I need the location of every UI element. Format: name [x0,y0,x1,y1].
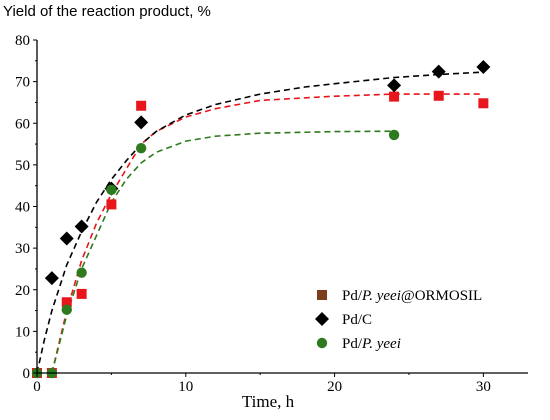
legend-label: Pd/P. yeei [342,336,401,352]
data-point-circle [135,143,147,154]
legend-label-part: P. yeei [361,336,401,352]
legend-label-part: @ORMOSIL [401,288,482,304]
y-tick-label: 40 [15,200,30,216]
data-point-diamond [44,271,59,286]
y-tick-label: 80 [15,33,30,49]
y-tick-label: 30 [15,241,30,257]
data-point-diamond [431,64,446,79]
fit-curve [51,130,395,374]
legend-label: Pd/P. yeei@ORMOSIL [342,288,482,304]
data-point-diamond [387,78,402,93]
data-point-diamond [476,60,491,75]
y-tick-label: 10 [15,324,30,340]
data-point-square [106,199,117,210]
data-point-square [136,100,147,111]
data-point-circle [388,129,400,141]
data-point-square [389,91,400,102]
fit-curve [36,71,484,374]
data-point-circle [316,337,328,349]
x-tick-label: 10 [178,379,193,395]
data-markers [31,60,491,379]
legend-label: Pd/C [342,312,372,328]
axes: 0 10 20 30 40 50 60 70 80 0 10 20 30 [15,33,528,395]
data-point-diamond [59,231,74,246]
x-tick-label: 30 [476,379,491,395]
x-tick-label: 20 [327,379,342,395]
y-tick-label: 70 [15,75,30,91]
y-axis-title: Yield of the reaction product, % [3,3,211,20]
legend-label-part: Pd/ [342,288,363,304]
data-point-circle [76,267,87,278]
y-tick-label: 60 [15,116,30,132]
x-tick-label: 0 [33,379,41,395]
legend-label-part: Pd/C [342,312,372,328]
y-tick-label: 0 [23,366,31,382]
data-point-square [76,288,87,299]
x-axis-title: Time, h [242,392,295,411]
legend-label-part: Pd/ [342,336,363,352]
fit-curves [36,71,484,374]
data-point-square [478,98,489,109]
data-point-square [317,290,327,300]
legend-label-part: P. yeei [361,288,401,304]
data-point-diamond [74,219,89,234]
data-point-square [61,297,72,308]
data-point-circle [106,184,117,196]
data-point-diamond [315,312,329,326]
fit-curve [51,93,484,374]
data-point-circle [61,304,72,315]
data-point-diamond [134,115,149,130]
y-tick-label: 20 [15,283,30,299]
data-point-square [433,90,444,101]
y-tick-label: 50 [15,158,30,174]
